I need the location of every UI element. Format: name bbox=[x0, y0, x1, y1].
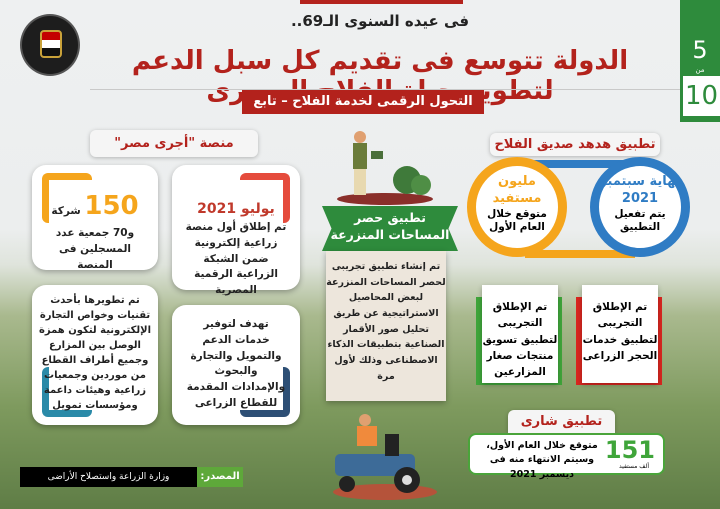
card-goal: تهدف لتوفير خدمات الدعم والتمويل والتجار… bbox=[172, 305, 300, 425]
activation-title: نهاية سبتمبر 2021 bbox=[599, 174, 681, 206]
shari-text: متوقع خلال العام الأول، وسيتم الانتهاء م… bbox=[486, 440, 598, 480]
top-accent-bar bbox=[300, 0, 463, 4]
beneficiaries-text: متوقع خلال العام الأول bbox=[487, 207, 547, 234]
crop-app-title: تطبيق حصر المساحات المنزرعة bbox=[322, 206, 458, 251]
hudhud-heading: تطبيق هدهد صديق الفلاح bbox=[490, 133, 660, 156]
marketing-pilot-card: تم الإطلاق التجريبى لتطبيق تسويق منتجات … bbox=[482, 285, 558, 383]
quarantine-pilot-card: تم الإطلاق التجريبى لتطبيق خدمات الحجر ا… bbox=[582, 285, 658, 383]
registered-unit: شركة bbox=[51, 205, 81, 217]
connector bbox=[525, 160, 635, 168]
page-total: 10 bbox=[683, 76, 720, 116]
registered-text: و70 جمعية عدد المسجلين فى المنصة bbox=[55, 227, 135, 271]
launch-date: يوليو 2021 bbox=[197, 201, 275, 217]
subtitle: فى عيده السنوى الـ69.. bbox=[290, 12, 470, 30]
registered-number: 150 bbox=[84, 191, 139, 221]
page-of: من bbox=[695, 66, 705, 74]
orange-circle: مليون مستفيد متوقع خلال العام الأول bbox=[467, 157, 567, 257]
eagle-emblem-icon bbox=[40, 30, 62, 58]
corner-decoration bbox=[240, 367, 290, 417]
cabinet-media-center-logo bbox=[20, 14, 80, 76]
crop-app-text: تم إنشاء تطبيق تجريبى لحصر المساحات المن… bbox=[326, 251, 446, 401]
page-current: 5 bbox=[692, 36, 708, 64]
corner-decoration bbox=[42, 173, 92, 223]
card-registered-count: 150 شركة و70 جمعية عدد المسجلين فى المنص… bbox=[32, 165, 158, 271]
blue-circle: نهاية سبتمبر 2021 يتم تفعيل التطبيق bbox=[590, 157, 690, 257]
card-development: تم تطويرها بأحدث تقنيات وخواص التجارة ال… bbox=[32, 285, 158, 425]
source-label: المصدر: bbox=[197, 467, 243, 487]
beneficiaries-title: مليون مستفيد bbox=[492, 174, 542, 206]
card-launch: يوليو 2021 تم إطلاق أول منصة زراعية إلكت… bbox=[172, 165, 300, 296]
shari-heading: تطبيق شارى bbox=[508, 410, 615, 433]
corner-decoration bbox=[240, 173, 290, 223]
section-banner: التحول الرقمى لخدمة الفلاح – تابع bbox=[242, 90, 484, 114]
development-text: تم تطويرها بأحدث تقنيات وخواص التجارة ال… bbox=[38, 295, 152, 411]
source-value: وزارة الزراعة واستصلاح الأراضى bbox=[47, 472, 170, 482]
goal-text: تهدف لتوفير خدمات الدعم والتمويل والتجار… bbox=[186, 318, 286, 409]
launch-text: تم إطلاق أول منصة زراعية إلكترونية ضمن ا… bbox=[185, 221, 287, 296]
divider bbox=[90, 89, 680, 90]
source-bar: المصدر: وزارة الزراعة واستصلاح الأراضى bbox=[20, 467, 243, 487]
shari-stat: 151 ألف مستفيد bbox=[604, 436, 655, 470]
page-counter: 5 من 10 bbox=[680, 0, 720, 122]
tractor-illustration bbox=[333, 414, 437, 500]
agri-misr-heading: منصة "أجرى مصر" bbox=[90, 130, 258, 157]
shari-number: 151 bbox=[604, 436, 655, 464]
activation-text: يتم تفعيل التطبيق bbox=[614, 207, 666, 234]
shari-unit: ألف مستفيد bbox=[619, 463, 649, 470]
corner-decoration bbox=[42, 367, 92, 417]
farmer-watering-illustration bbox=[337, 131, 433, 205]
connector bbox=[525, 250, 635, 258]
shari-box: 151 ألف مستفيد متوقع خلال العام الأول، و… bbox=[468, 433, 665, 480]
